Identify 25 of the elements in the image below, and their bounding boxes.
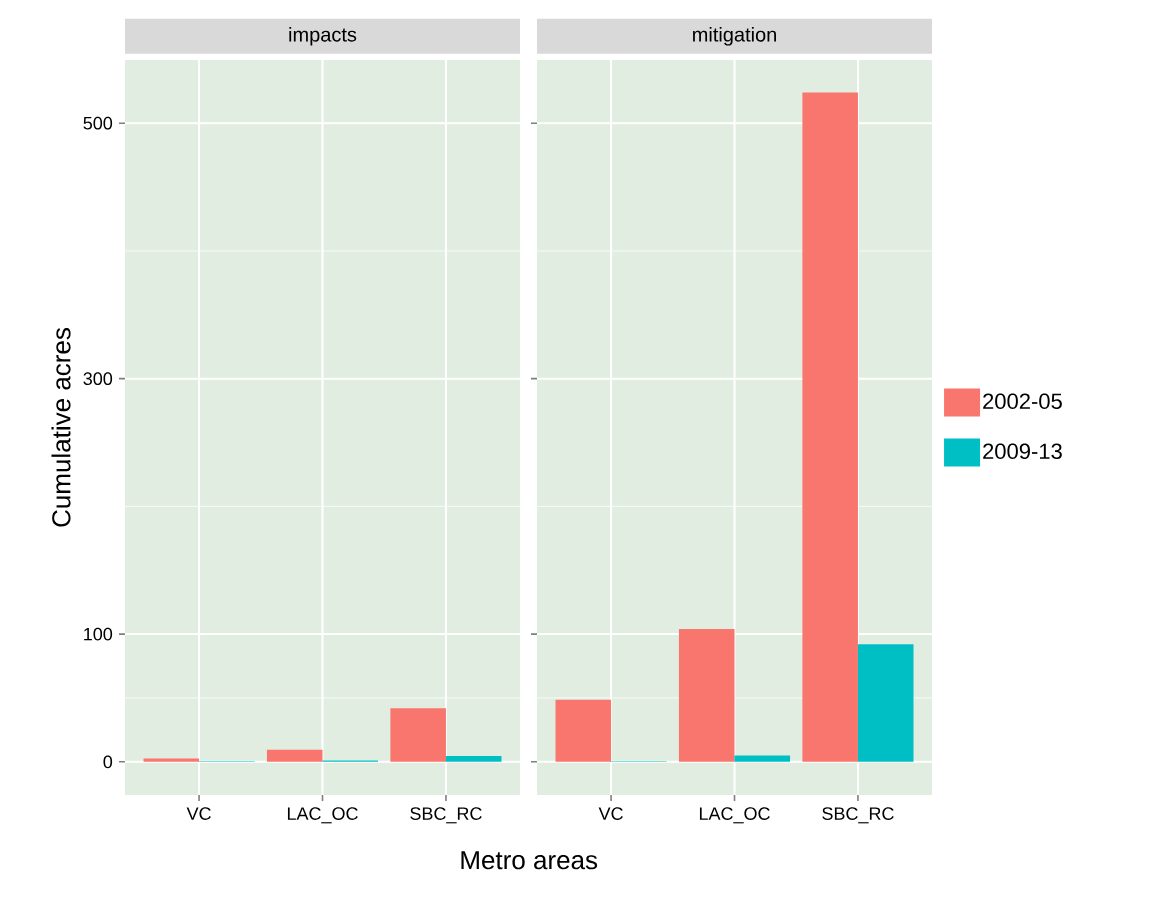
bar [857,644,914,762]
x-axis-title: Metro areas [461,851,598,870]
x-tick-label: LAC_OC [287,807,358,824]
legend-label: 2002-05 [983,393,1062,410]
bar [802,92,858,762]
y-axis-title: Cumulative acres [51,328,71,527]
bar [390,708,446,762]
y-tick-label: 0 [103,755,113,769]
x-tick-label: VC [598,807,623,820]
x-tick-label: SBC_RC [822,807,894,824]
legend-label: 2009-13 [983,443,1062,460]
bar [445,756,502,762]
x-tick-label: SBC_RC [410,807,482,824]
bar [143,758,200,762]
bar [555,699,612,762]
bar [266,749,323,762]
y-tick-label: 500 [83,116,113,130]
chart-title: impacts [289,26,357,46]
bar [678,628,735,762]
x-tick-label: LAC_OC [699,807,770,824]
x-tick-label: VC [186,807,211,820]
bar [734,755,791,762]
chart-title: mitigation [693,26,776,46]
y-tick-label: 100 [84,627,113,641]
y-tick-label: 300 [83,372,113,386]
